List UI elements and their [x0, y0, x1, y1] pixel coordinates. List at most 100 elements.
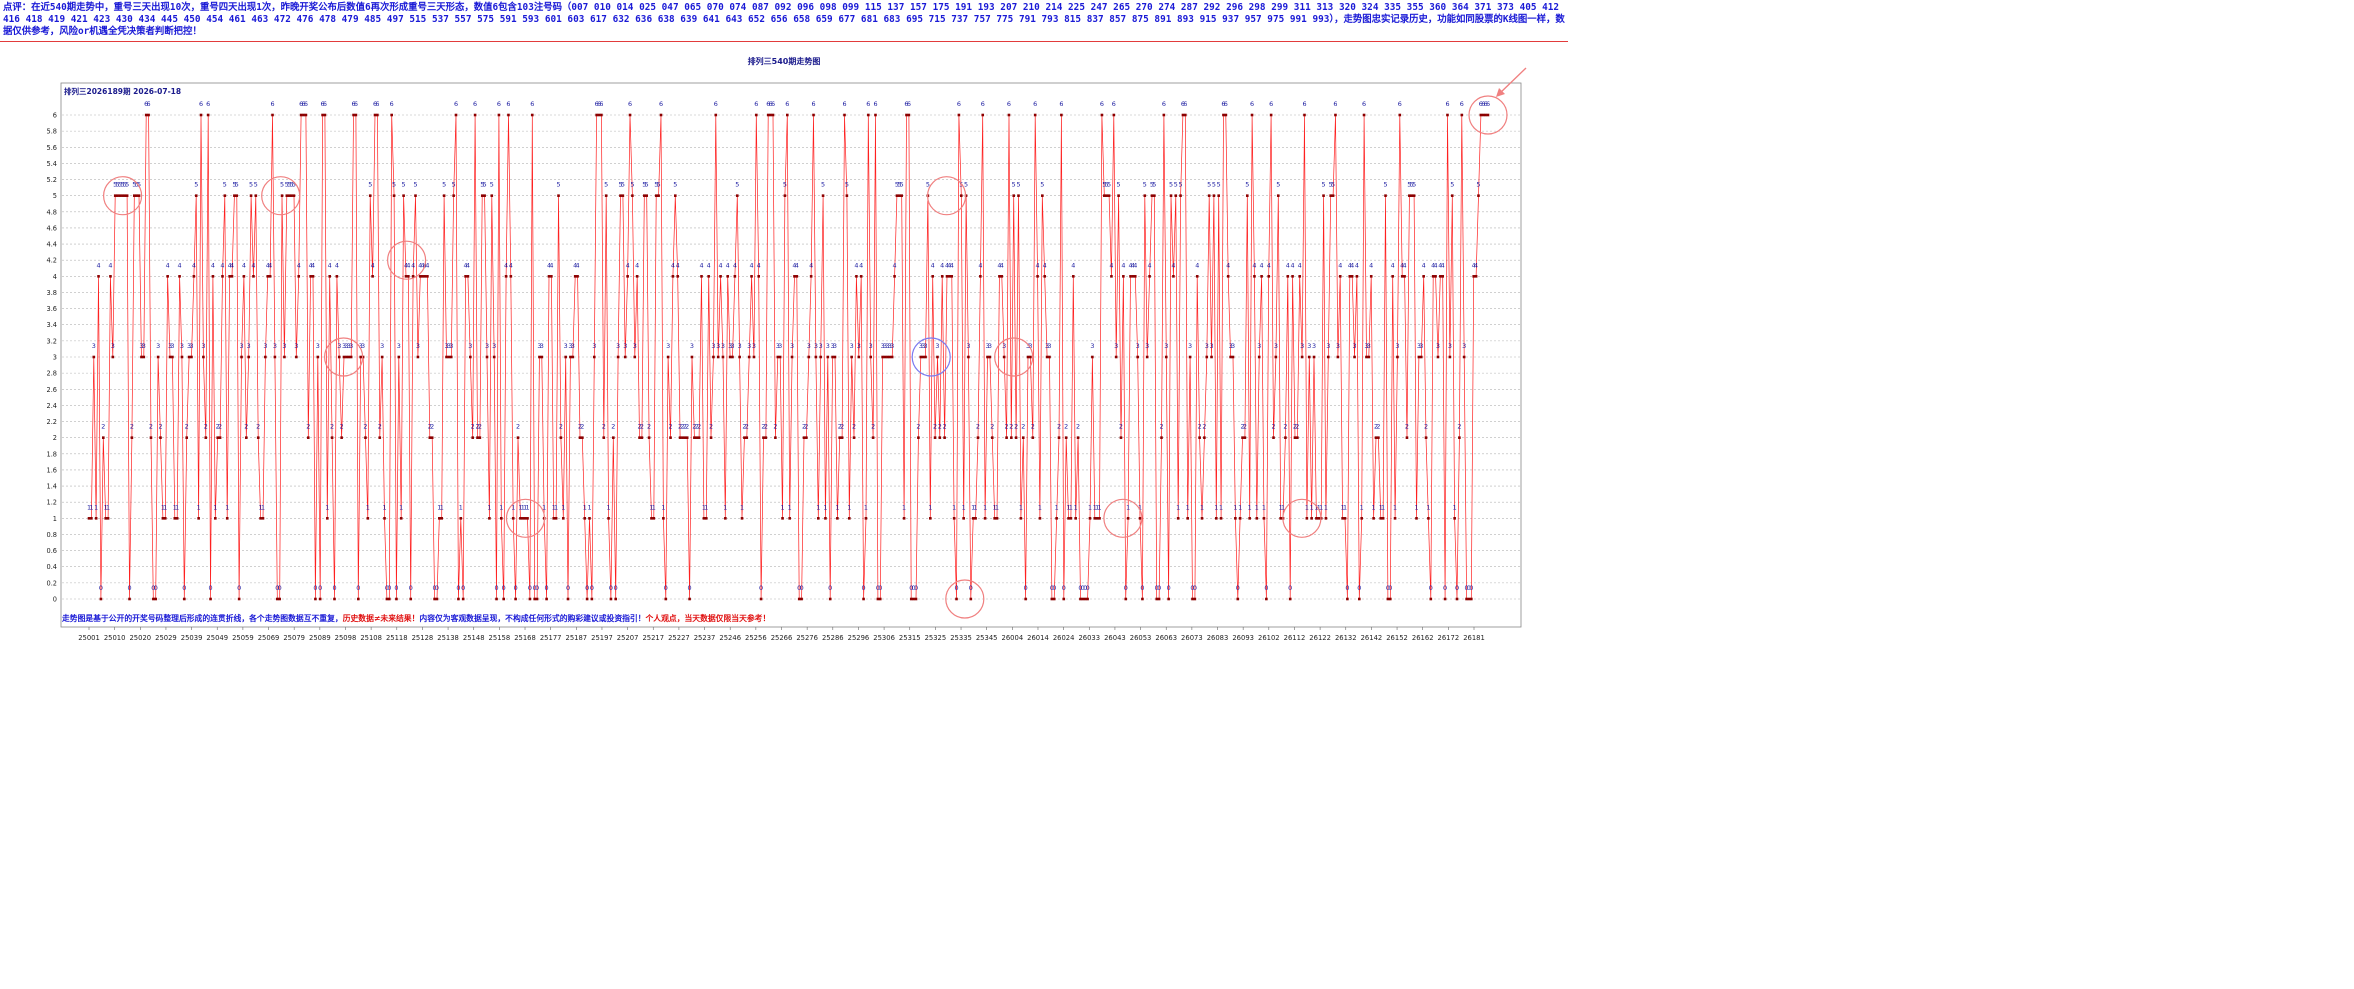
data-point: [1124, 597, 1128, 601]
data-point: [828, 597, 832, 601]
data-label: 4: [96, 261, 100, 269]
data-label: 5: [483, 181, 487, 189]
data-point: [342, 355, 346, 359]
data-point: [676, 275, 679, 278]
footer-part2: 历史数据≠未来结果！: [343, 613, 420, 623]
data-label: 4: [335, 261, 339, 269]
data-label: 0: [1140, 584, 1144, 592]
data-label: 4: [1472, 261, 1476, 269]
data-label: 0: [828, 584, 832, 592]
data-point: [1017, 194, 1020, 197]
x-tick-label: 26112: [1284, 634, 1306, 642]
data-point: [847, 517, 851, 520]
y-tick-label: 0.6: [47, 547, 58, 555]
data-point: [445, 355, 448, 359]
data-point: [1317, 517, 1321, 520]
data-point: [395, 597, 398, 601]
data-point: [1052, 597, 1056, 601]
data-point: [700, 275, 703, 278]
data-label: 3: [1026, 342, 1030, 350]
data-point: [855, 275, 858, 278]
data-point: [967, 355, 970, 359]
data-point: [633, 355, 637, 359]
data-label: 4: [242, 261, 246, 269]
data-point: [414, 194, 417, 197]
data-label: 5: [556, 181, 560, 189]
data-point: [878, 597, 882, 601]
data-point: [378, 436, 382, 439]
data-point: [1260, 275, 1263, 278]
data-point: [1153, 194, 1156, 197]
data-label: 5: [845, 181, 849, 189]
data-label: 3: [1364, 342, 1368, 350]
data-point: [104, 517, 107, 520]
x-tick-label: 25266: [771, 634, 793, 642]
data-label: 3: [883, 342, 887, 350]
data-point: [1307, 355, 1311, 359]
data-point: [957, 113, 961, 117]
data-point: [426, 275, 429, 278]
data-label: 3: [790, 342, 794, 350]
data-label: 0: [614, 584, 618, 592]
data-point: [469, 355, 472, 359]
y-tick-label: 0.4: [47, 563, 58, 571]
data-label: 4: [1036, 261, 1040, 269]
data-label: 5: [392, 181, 396, 189]
data-label: 0: [664, 584, 668, 592]
data-point: [969, 597, 973, 601]
data-label: 3: [776, 342, 780, 350]
data-point: [297, 275, 301, 278]
data-label: 2: [1271, 423, 1275, 431]
data-label: 3: [778, 342, 782, 350]
data-point: [1374, 436, 1378, 439]
data-label: 5: [490, 181, 494, 189]
data-label: 1: [583, 503, 587, 511]
data-label: 4: [1286, 261, 1290, 269]
data-label: 5: [132, 181, 136, 189]
data-label: 4: [947, 261, 951, 269]
data-point: [161, 517, 165, 520]
data-label: 1: [1138, 503, 1142, 511]
data-label: 3: [924, 342, 928, 350]
data-label: 4: [978, 261, 982, 269]
data-label: 5: [657, 181, 661, 189]
data-point: [952, 517, 956, 520]
data-label: 5: [895, 181, 899, 189]
data-point: [1479, 113, 1483, 117]
data-label: 4: [1438, 261, 1442, 269]
data-point: [1195, 275, 1199, 278]
data-point: [1048, 355, 1051, 359]
data-label: 1: [962, 503, 966, 511]
highlight-circle: [261, 176, 301, 216]
data-point: [554, 517, 558, 520]
data-point: [1388, 597, 1392, 601]
data-label: 2: [692, 423, 696, 431]
data-point: [566, 597, 570, 601]
x-tick-label: 25158: [489, 634, 511, 642]
data-point: [623, 355, 627, 359]
data-point: [1205, 355, 1209, 359]
data-point: [1291, 275, 1294, 278]
data-point: [292, 194, 296, 197]
data-point: [971, 517, 975, 520]
highlight-circle: [387, 240, 427, 280]
data-point: [466, 275, 470, 278]
data-label: 1: [459, 503, 463, 511]
data-label: 6: [754, 100, 758, 108]
data-point: [769, 113, 772, 117]
data-point: [135, 194, 138, 197]
data-point: [1403, 275, 1406, 278]
data-point: [1024, 597, 1027, 601]
data-point: [850, 355, 853, 359]
data-point: [318, 597, 322, 601]
data-label: 0: [1467, 584, 1471, 592]
data-label: 0: [127, 584, 131, 592]
data-label: 3: [819, 342, 823, 350]
data-label: 1: [983, 503, 987, 511]
data-point: [1198, 436, 1201, 439]
data-label: 0: [1345, 584, 1349, 592]
data-label: 0: [1190, 584, 1194, 592]
data-point: [1446, 113, 1449, 117]
data-label: 3: [1257, 342, 1261, 350]
data-point: [1155, 597, 1159, 601]
